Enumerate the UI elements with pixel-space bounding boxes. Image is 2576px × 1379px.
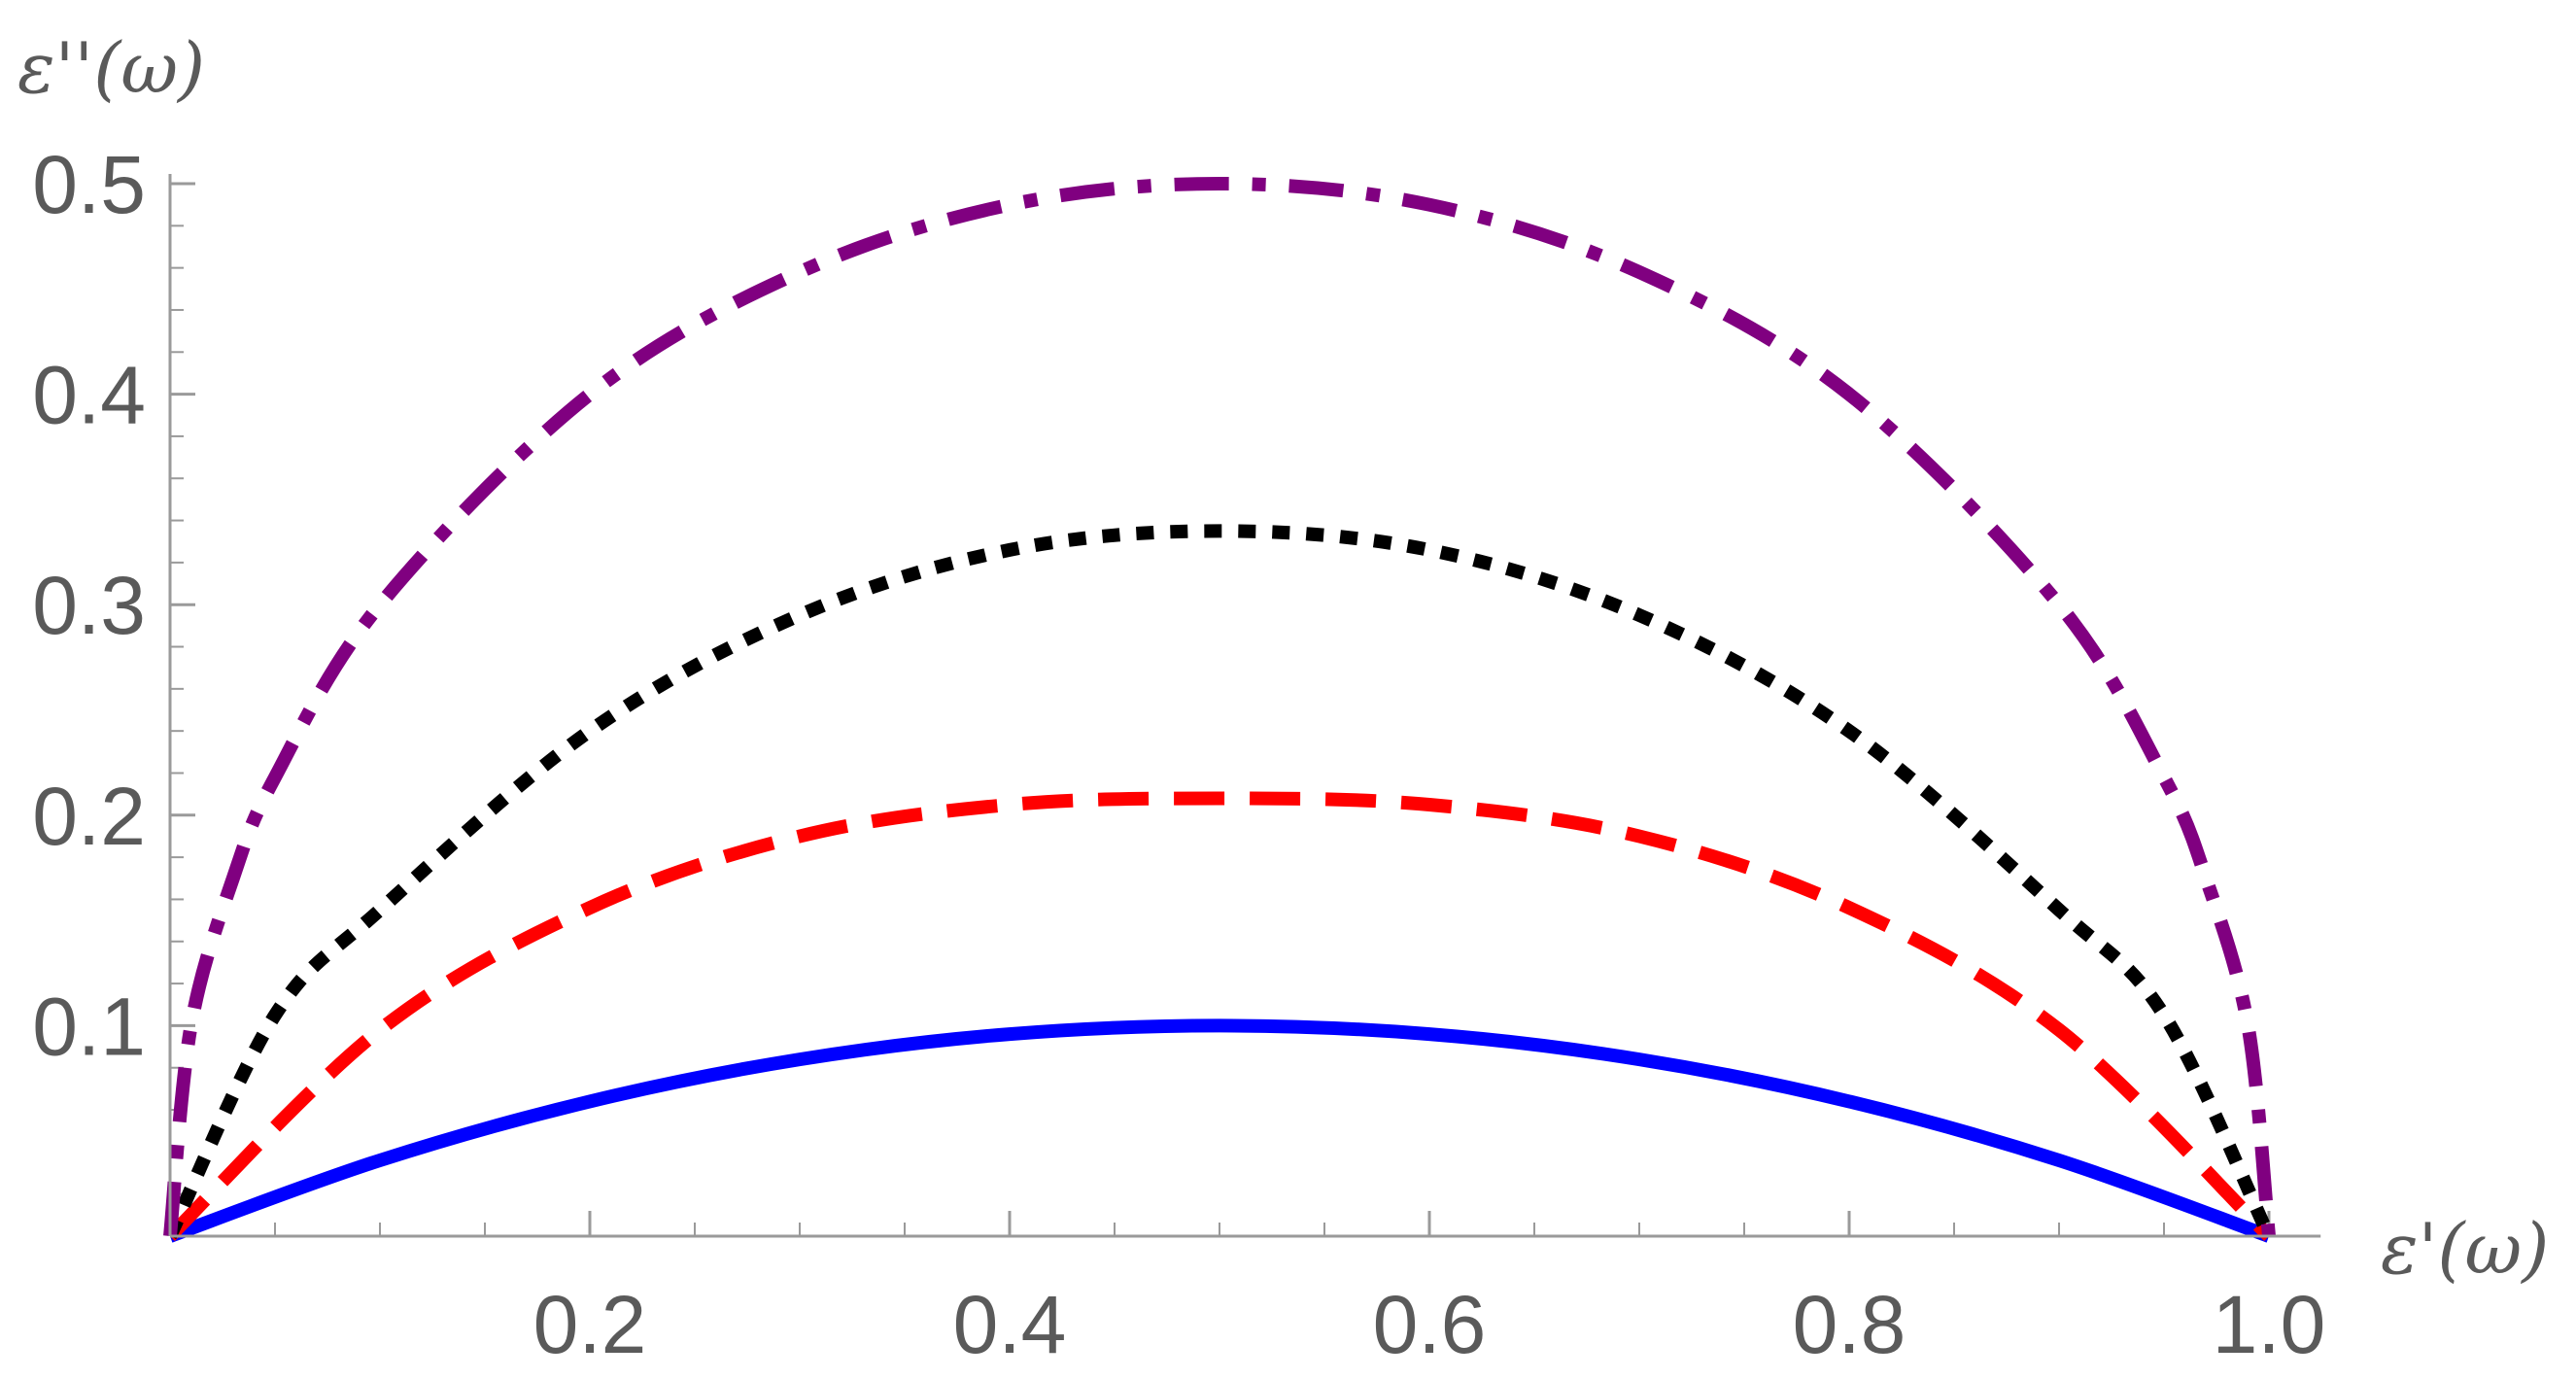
y-axis-title: ε''(ω): [17, 27, 205, 109]
y-tick-label: 0.1: [32, 981, 146, 1072]
series-dashed-line: [165, 791, 2274, 1241]
series-layer: [163, 177, 2276, 1243]
y-tick-label: 0.4: [32, 350, 146, 441]
x-tick-label: 0.6: [1373, 1279, 1487, 1370]
labels-layer: 0.2 0.4 0.6 0.8 1.0 0.1 0.2 0.3 0.4 0.5: [32, 139, 2325, 1370]
ticks-layer: [170, 182, 2271, 1236]
y-tick-label: 0.2: [32, 771, 146, 862]
series-solid-line: [167, 1018, 2272, 1243]
series-dashdot-line: [163, 177, 2276, 1237]
x-tick-label: 0.8: [1793, 1279, 1906, 1370]
series-dotted-line: [163, 524, 2276, 1240]
x-tick-label: 1.0: [2213, 1279, 2326, 1370]
x-tick-label: 0.4: [953, 1279, 1067, 1370]
x-tick-label: 0.2: [533, 1279, 647, 1370]
y-tick-label: 0.5: [32, 139, 146, 230]
y-tick-label: 0.3: [32, 560, 146, 651]
x-axis-title: ε'(ω): [2381, 1208, 2549, 1290]
